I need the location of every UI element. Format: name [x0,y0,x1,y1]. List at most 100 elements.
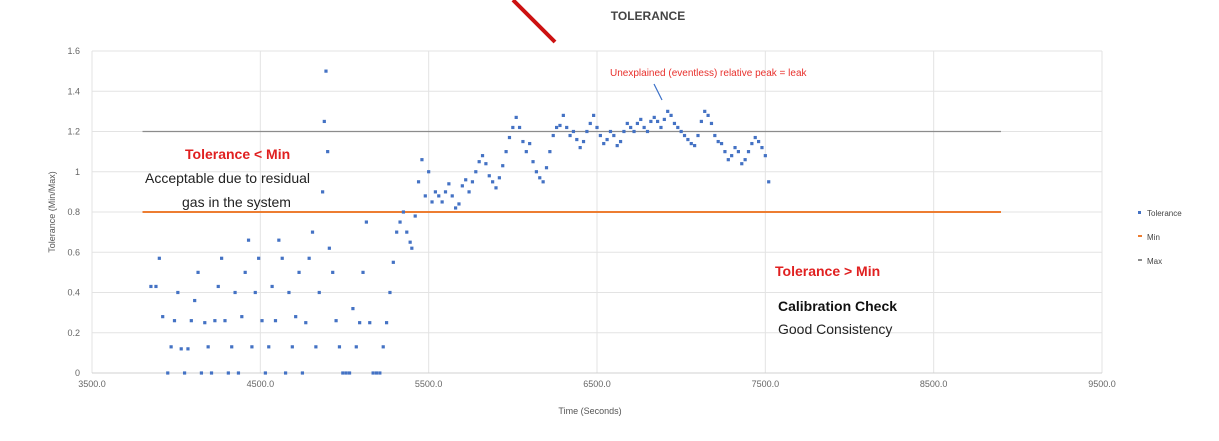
legend-label-tolerance: Tolerance [1147,209,1182,218]
tolerance-point [736,150,740,154]
tolerance-point [300,371,305,375]
tolerance-point [571,129,576,134]
tolerance-point [321,190,325,194]
tolerance-point [344,371,348,375]
legend-marker-min [1138,235,1142,237]
tolerance-point [351,307,355,311]
tolerance-point [474,170,478,174]
tolerance-point [585,129,589,134]
tolerance-point [484,162,488,166]
tolerance-point [324,69,328,73]
tolerance-point [410,246,414,250]
y-tick-label: 1.6 [67,46,80,56]
x-tick-label: 6500.0 [583,379,611,389]
tolerance-point [615,143,619,148]
tolerance-point [297,270,301,274]
tolerance-point [290,345,294,349]
tolerance-point [767,180,771,184]
tolerance-point [454,206,458,210]
tolerance-point [511,125,515,130]
tolerance-point [240,315,244,319]
tolerance-point [203,321,207,325]
tolerance-point [588,121,592,126]
y-tick-label: 1.2 [67,127,80,137]
tolerance-point [179,347,183,351]
tolerance-point [220,256,224,260]
tolerance-point [467,190,471,194]
tolerance-point [494,186,498,190]
tolerance-point [149,284,153,289]
tolerance-point [206,345,210,349]
tolerance-point [763,154,767,158]
tolerance-point [699,119,703,124]
tolerance-point [470,180,475,184]
tolerance-point [391,260,395,264]
tolerance-point [364,220,368,224]
tolerance-point [447,182,451,186]
tolerance-point [401,210,406,214]
tolerance-point [524,150,528,154]
tolerance-point [504,150,508,154]
tolerance-point [602,141,606,146]
tolerance-point [733,146,737,150]
tolerance-point [726,158,730,162]
tolerance-point [706,113,710,117]
tolerance-point [514,115,518,120]
tolerance-point [531,160,535,164]
tolerance-point [233,290,237,295]
tolerance-point [169,345,173,349]
tolerance-point [263,371,267,375]
legend-item-max: Max [1138,257,1162,266]
tolerance-point [548,150,552,154]
tolerance-point [713,133,717,138]
tolerance-point [629,125,633,130]
y-tick-label: 0.2 [67,328,80,338]
tolerance-point [408,240,412,244]
tolerance-point [437,194,441,198]
tolerance-point [337,345,342,349]
tolerance-point [405,230,409,234]
tolerance-point [460,184,464,188]
tolerance-point [689,141,693,146]
tolerance-point [693,143,697,148]
below-min-text-line2: gas in the system [182,194,291,210]
tolerance-point [287,290,291,295]
tolerance-point [189,319,193,323]
tolerance-point [317,290,321,295]
tolerance-point [703,109,707,113]
tolerance-point [260,319,264,323]
callout-arrow-line [511,0,557,44]
tolerance-point [676,125,680,130]
tolerance-point [534,170,538,174]
legend-label-min: Min [1147,233,1160,242]
tolerance-point [757,139,761,144]
tolerance-point [154,284,158,289]
legend: Tolerance Min Max [1138,209,1182,266]
y-tick-label: 0.4 [67,288,80,298]
tolerance-point [388,290,392,295]
legend-label-max: Max [1147,257,1162,266]
legend-marker-tolerance [1138,211,1141,214]
tolerance-point [427,170,431,174]
tolerance-point [612,133,616,138]
tolerance-point [161,315,165,319]
legend-item-min: Min [1138,233,1160,242]
tolerance-point [371,371,375,375]
tolerance-point [666,109,670,113]
tolerance-point [672,121,677,126]
tolerance-point [310,230,315,234]
peak-pointer-line [653,83,663,101]
tolerance-point [639,117,643,122]
tolerance-point [592,113,596,117]
tolerance-point [487,174,491,178]
tolerance-point [358,321,362,325]
y-tick-label: 1 [75,167,80,177]
tolerance-point [558,123,562,128]
tolerance-point [423,194,427,198]
tolerance-point [368,321,372,325]
x-tick-label: 7500.0 [752,379,780,389]
tolerance-point [649,119,653,124]
tolerance-point [740,162,744,166]
tolerance-point [642,125,646,130]
chart-title: TOLERANCE [611,9,685,23]
